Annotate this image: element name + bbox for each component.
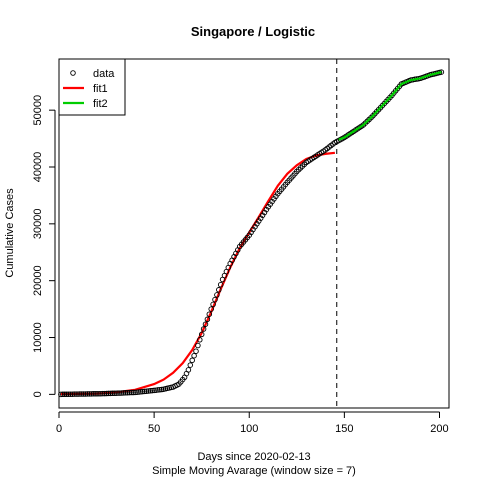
data-point bbox=[188, 363, 193, 368]
x-tick-label: 100 bbox=[240, 423, 258, 435]
x-axis-sublabel: Simple Moving Avarage (window size = 7) bbox=[152, 465, 356, 477]
x-axis: 0 50 100 150 200 bbox=[56, 412, 449, 435]
x-tick-label: 0 bbox=[56, 423, 62, 435]
legend-label-fit1: fit1 bbox=[93, 83, 108, 95]
data-point bbox=[186, 368, 191, 373]
y-tick-label: 30000 bbox=[32, 209, 44, 240]
fit1-line bbox=[61, 153, 335, 394]
legend-label-data: data bbox=[93, 68, 115, 80]
y-tick-label: 0 bbox=[32, 391, 44, 397]
y-axis: 0 10000 20000 30000 40000 50000 bbox=[32, 95, 55, 398]
y-tick-label: 20000 bbox=[32, 265, 44, 296]
data-point bbox=[196, 343, 201, 348]
fit2-line-overlay bbox=[339, 72, 442, 140]
x-axis-label: Days since 2020-02-13 bbox=[197, 451, 310, 463]
y-tick-label: 10000 bbox=[32, 322, 44, 353]
y-axis-label: Cumulative Cases bbox=[4, 188, 16, 278]
y-tick-label: 40000 bbox=[32, 152, 44, 183]
x-tick-label: 150 bbox=[335, 423, 353, 435]
data-point bbox=[190, 358, 195, 363]
legend: data fit1 fit2 bbox=[59, 59, 125, 115]
x-tick-label: 200 bbox=[430, 423, 448, 435]
chart-title: Singapore / Logistic bbox=[191, 24, 315, 39]
data-point bbox=[192, 353, 197, 358]
legend-label-fit2: fit2 bbox=[93, 98, 108, 110]
data-point bbox=[194, 349, 199, 354]
x-tick-label: 50 bbox=[148, 423, 160, 435]
y-tick-label: 50000 bbox=[32, 95, 44, 126]
fit2-line bbox=[339, 72, 442, 140]
